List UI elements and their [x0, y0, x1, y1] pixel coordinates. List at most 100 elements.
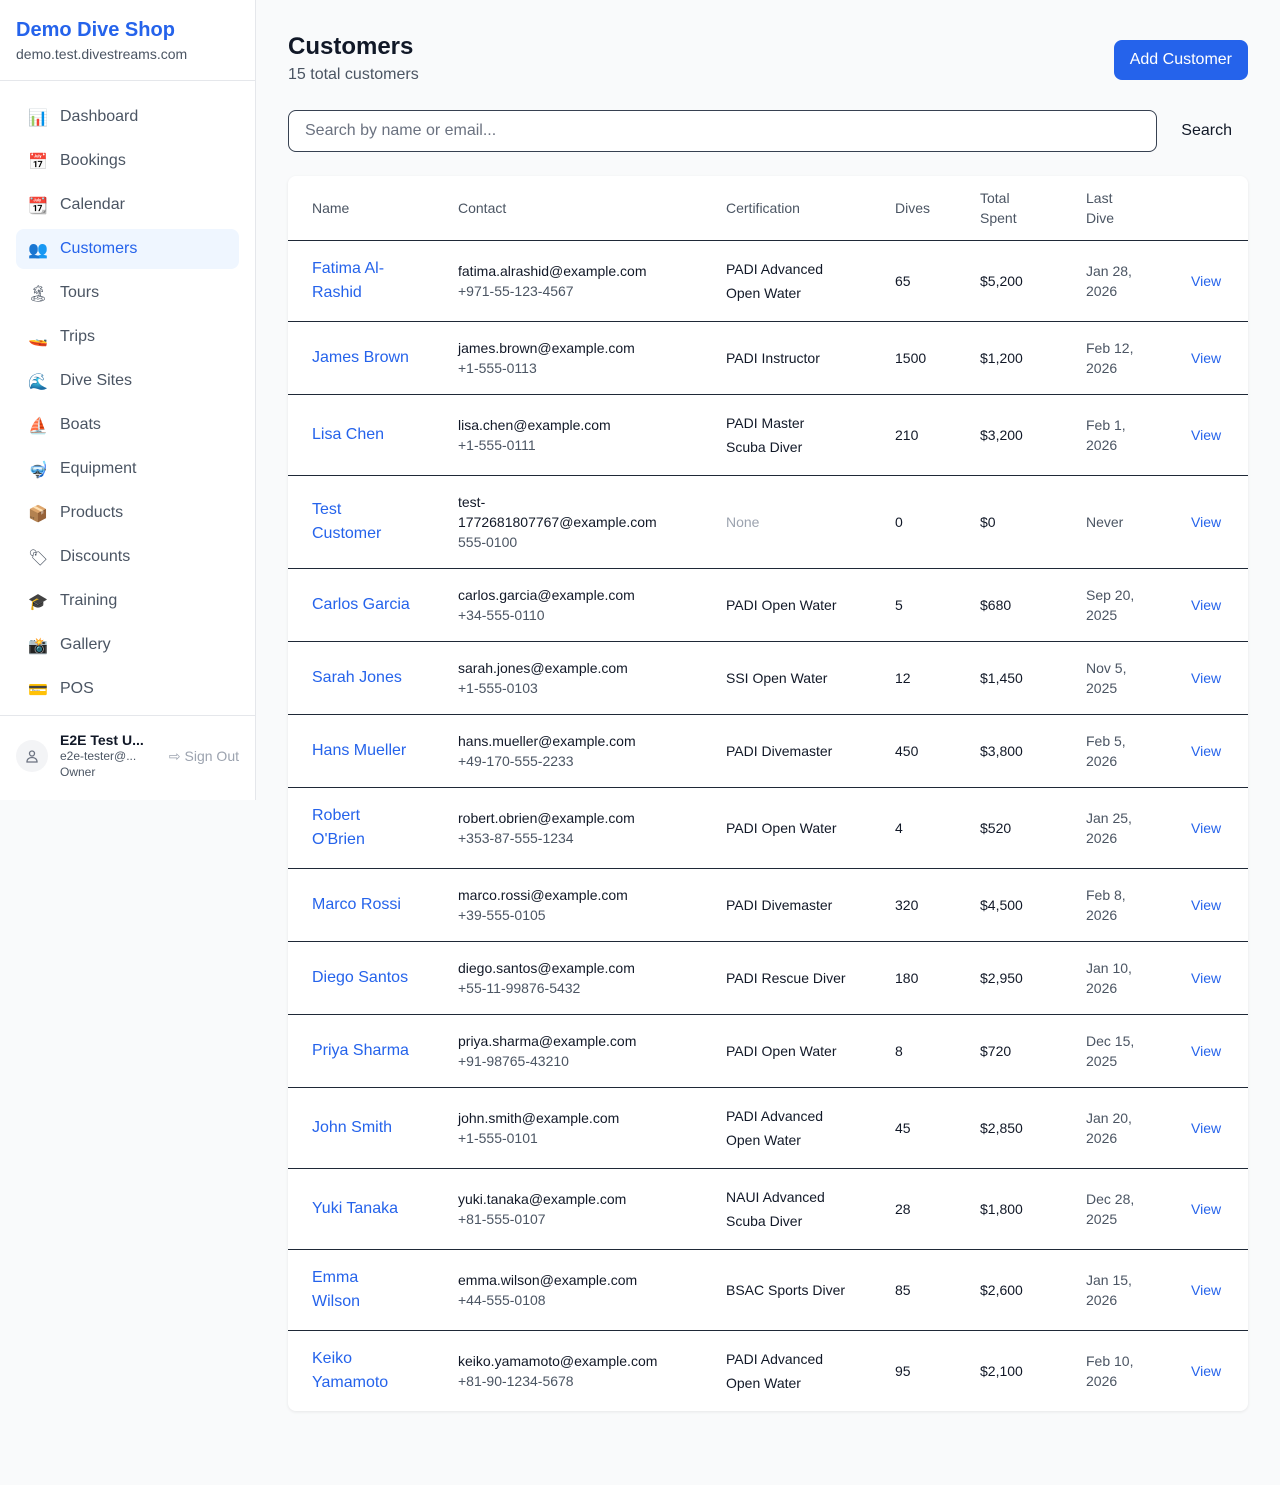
name-cell: Marco Rossi — [288, 868, 434, 942]
sidebar-item-pos[interactable]: 💳 POS — [16, 669, 239, 709]
last-dive-cell: Feb 1, 2026 — [1062, 394, 1167, 476]
view-link[interactable]: View — [1191, 1043, 1222, 1059]
customer-name-link[interactable]: Test Customer — [312, 501, 382, 542]
total-spent-cell: $0 — [956, 475, 1062, 569]
customers-table-card: Name Contact Certification Dives Total Spent… — [288, 176, 1248, 1411]
customer-name-link[interactable]: Fatima Al-Rashid — [312, 260, 385, 301]
shop-name[interactable]: Demo Dive Shop — [16, 19, 175, 41]
customer-name-link[interactable]: Keiko Yamamoto — [312, 1350, 389, 1391]
sidebar-item-tours[interactable]: 🏝 Tours — [16, 273, 239, 313]
contact-cell: james.brown@example.com +1-555-0113 — [434, 321, 702, 395]
customer-email: carlos.garcia@example.com — [458, 587, 635, 603]
view-link[interactable]: View — [1191, 427, 1222, 443]
table-header-row: Name Contact Certification Dives Total Spent… — [288, 176, 1248, 241]
sidebar-item-label: Discounts — [60, 548, 131, 565]
view-link[interactable]: View — [1191, 273, 1222, 289]
sidebar-item-label: Equipment — [60, 460, 137, 477]
sidebar-item-dashboard[interactable]: 📊 Dashboard — [16, 97, 239, 137]
sidebar-item-products[interactable]: 📦 Products — [16, 493, 239, 533]
sidebar-item-equipment[interactable]: 🤿 Equipment — [16, 449, 239, 489]
user-role: Owner — [60, 765, 96, 779]
brand: Demo Dive Shop demo.test.divestreams.com — [0, 0, 255, 81]
view-link[interactable]: View — [1191, 350, 1222, 366]
name-cell: John Smith — [288, 1087, 434, 1169]
contact-cell: yuki.tanaka@example.com +81-555-0107 — [434, 1168, 702, 1250]
table-row: James Brown james.brown@example.com +1-555… — [288, 321, 1248, 395]
column-header-last-dive: Last Dive — [1062, 176, 1167, 241]
certification: PADI Open Water — [726, 597, 837, 613]
customer-name-link[interactable]: Robert O'Brien — [312, 807, 365, 848]
sidebar-item-dive-sites[interactable]: 🌊 Dive Sites — [16, 361, 239, 401]
certification: PADI Advanced Open Water — [726, 1351, 824, 1391]
customer-email: test-1772681807767@example.com — [458, 494, 657, 530]
customer-email: diego.santos@example.com — [458, 960, 635, 976]
sidebar-item-customers[interactable]: 👥 Customers — [16, 229, 239, 269]
trips-icon: 🚤 — [28, 327, 48, 347]
sign-out-label: Sign Out — [184, 747, 239, 764]
search-input[interactable] — [288, 110, 1158, 152]
page-title: Customers — [288, 33, 414, 60]
search-button[interactable]: Search — [1157, 122, 1248, 140]
certification-cell: PADI Rescue Diver — [702, 941, 871, 1015]
user-name: E2E Test U... — [60, 732, 144, 748]
total-spent-cell: $3,800 — [956, 714, 1062, 788]
shop-subdomain: demo.test.divestreams.com — [16, 46, 188, 62]
customer-name-link[interactable]: Yuki Tanaka — [312, 1200, 398, 1217]
view-link[interactable]: View — [1191, 1363, 1222, 1379]
customer-name-link[interactable]: Lisa Chen — [312, 426, 385, 443]
actions-cell: View — [1167, 240, 1248, 322]
actions-cell: View — [1167, 868, 1248, 942]
customer-name-link[interactable]: Sarah Jones — [312, 669, 402, 686]
name-cell: Diego Santos — [288, 941, 434, 1015]
customers-icon: 👥 — [28, 239, 48, 259]
certification: PADI Advanced Open Water — [726, 261, 824, 301]
add-customer-button[interactable]: Add Customer — [1113, 40, 1248, 80]
customer-name-link[interactable]: Hans Mueller — [312, 742, 407, 759]
customer-phone: +971-55-123-4567 — [458, 283, 574, 299]
calendar-icon: 📆 — [28, 195, 48, 215]
customer-phone: +1-555-0103 — [458, 680, 538, 696]
sidebar-item-trips[interactable]: 🚤 Trips — [16, 317, 239, 357]
sidebar-item-bookings[interactable]: 📅 Bookings — [16, 141, 239, 181]
customer-phone: 555-0100 — [458, 534, 518, 550]
sidebar-item-training[interactable]: 🎓 Training — [16, 581, 239, 621]
contact-cell: fatima.alrashid@example.com +971-55-123-4… — [434, 240, 702, 322]
contact-cell: emma.wilson@example.com +44-555-0108 — [434, 1249, 702, 1331]
actions-cell: View — [1167, 321, 1248, 395]
customer-name-link[interactable]: Diego Santos — [312, 969, 409, 986]
sidebar-item-gallery[interactable]: 📸 Gallery — [16, 625, 239, 665]
sign-out-button[interactable]: ⇨ Sign Out — [169, 748, 239, 765]
customer-name-link[interactable]: Priya Sharma — [312, 1042, 409, 1059]
sidebar-item-discounts[interactable]: 🏷 Discounts — [16, 537, 239, 577]
name-cell: Test Customer — [288, 475, 434, 569]
total-spent-cell: $720 — [956, 1014, 1062, 1088]
customer-name-link[interactable]: John Smith — [312, 1119, 393, 1136]
table-row: Keiko Yamamoto keiko.yamamoto@example.com… — [288, 1331, 1248, 1412]
view-link[interactable]: View — [1191, 897, 1222, 913]
view-link[interactable]: View — [1191, 1120, 1222, 1136]
actions-cell: View — [1167, 475, 1248, 569]
sidebar-item-calendar[interactable]: 📆 Calendar — [16, 185, 239, 225]
view-link[interactable]: View — [1191, 670, 1222, 686]
dives-cell: 320 — [871, 868, 956, 942]
view-link[interactable]: View — [1191, 597, 1222, 613]
dives-cell: 28 — [871, 1168, 956, 1250]
view-link[interactable]: View — [1191, 1201, 1222, 1217]
customer-name-link[interactable]: Emma Wilson — [312, 1269, 361, 1310]
view-link[interactable]: View — [1191, 514, 1222, 530]
customer-name-link[interactable]: Carlos Garcia — [312, 596, 410, 613]
customer-phone: +55-11-99876-5432 — [458, 980, 581, 996]
search-form: Search — [288, 110, 1248, 152]
view-link[interactable]: View — [1191, 1282, 1222, 1298]
customer-name-link[interactable]: James Brown — [312, 349, 409, 366]
actions-cell: View — [1167, 394, 1248, 476]
customers-table: Name Contact Certification Dives Total Spent… — [288, 176, 1248, 1411]
view-link[interactable]: View — [1191, 820, 1222, 836]
sidebar-item-boats[interactable]: ⛵ Boats — [16, 405, 239, 445]
dives-cell: 45 — [871, 1087, 956, 1169]
total-spent-cell: $2,600 — [956, 1249, 1062, 1331]
sidebar-item-label: Gallery — [60, 636, 111, 653]
view-link[interactable]: View — [1191, 970, 1222, 986]
view-link[interactable]: View — [1191, 743, 1222, 759]
customer-name-link[interactable]: Marco Rossi — [312, 896, 401, 913]
